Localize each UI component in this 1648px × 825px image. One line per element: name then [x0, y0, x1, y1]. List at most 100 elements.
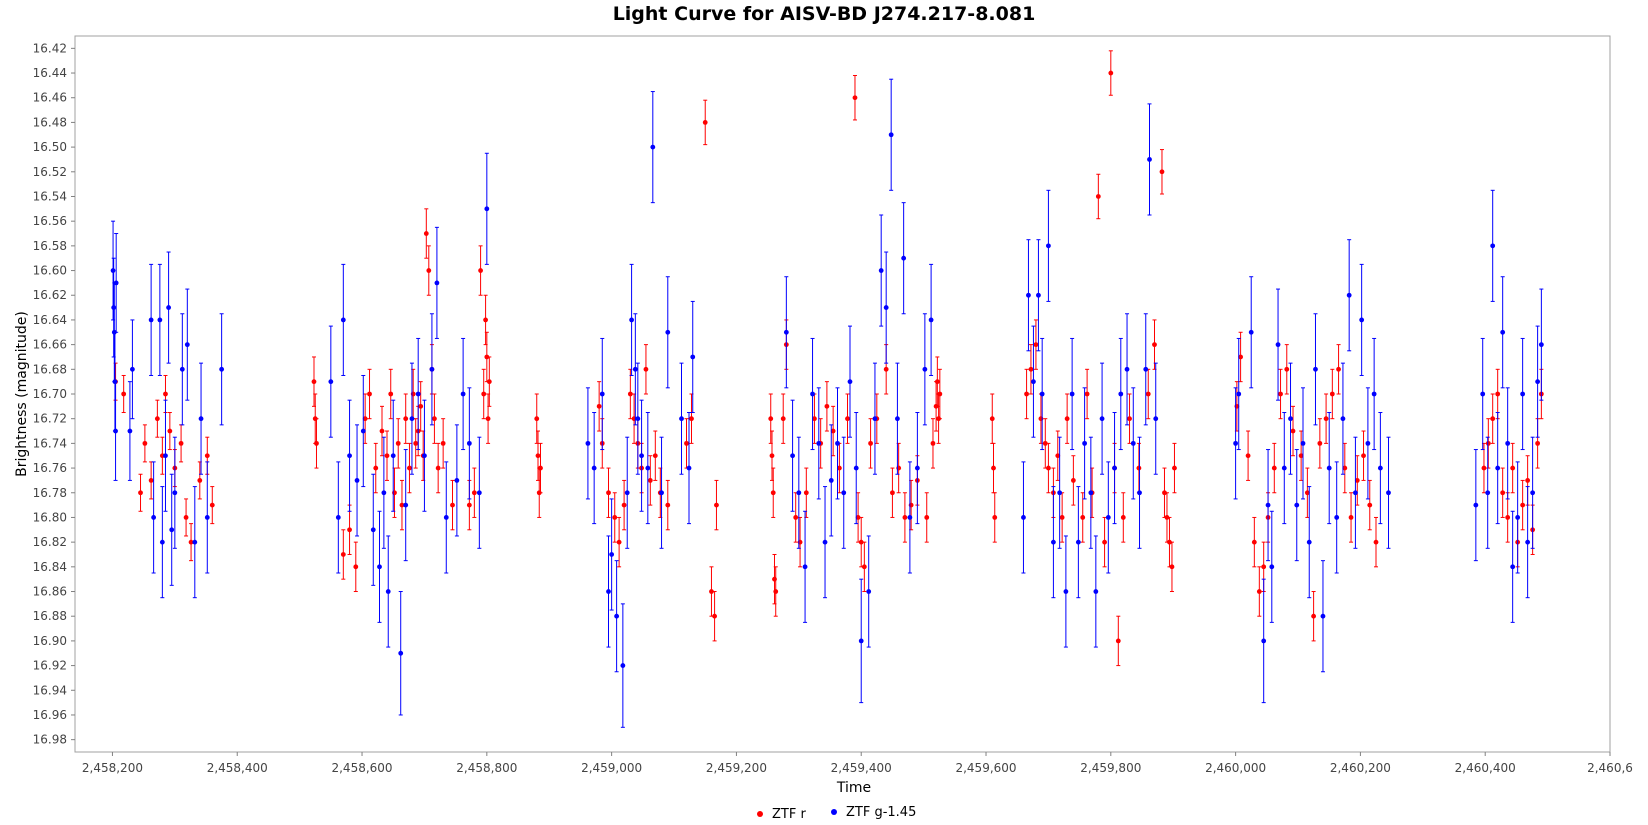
data-point	[183, 515, 189, 520]
data-point	[609, 552, 615, 557]
y-tick-label: 16.78	[33, 486, 67, 500]
data-point	[1153, 416, 1159, 422]
data-point	[1130, 440, 1136, 446]
data-point	[835, 440, 840, 446]
data-point	[1147, 157, 1152, 162]
y-tick-label: 16.42	[33, 41, 67, 55]
data-point	[1236, 391, 1242, 397]
x-tick-label: 2,460,000	[1205, 761, 1266, 775]
data-point	[690, 354, 696, 360]
data-point	[1059, 515, 1065, 520]
data-point	[476, 490, 482, 496]
data-point	[1367, 502, 1373, 508]
data-point	[1046, 243, 1051, 249]
data-point	[803, 490, 809, 496]
data-point	[902, 515, 908, 520]
legend: ZTF r ZTF g-1.45	[757, 805, 916, 822]
data-point	[1490, 243, 1496, 249]
x-tick-label: 2,458,600	[331, 761, 392, 775]
data-point	[585, 440, 591, 446]
data-point	[828, 478, 834, 483]
data-point	[901, 255, 907, 261]
data-point	[1099, 416, 1105, 422]
data-point	[907, 515, 913, 520]
data-point	[1313, 366, 1318, 372]
data-point	[163, 453, 168, 459]
y-axis-label: Brightness (magnitude)	[14, 311, 30, 477]
y-tick-label: 16.58	[33, 239, 67, 253]
x-tick-label: 2,459,200	[706, 761, 767, 775]
data-point	[184, 342, 190, 348]
data-point	[989, 416, 995, 422]
data-point	[883, 305, 889, 310]
data-point	[1505, 440, 1511, 446]
data-point	[1329, 391, 1335, 397]
data-point	[845, 416, 850, 422]
y-tick-label: 16.82	[33, 535, 67, 549]
data-point	[360, 428, 366, 434]
data-point	[1535, 440, 1541, 446]
data-point	[1510, 564, 1516, 570]
data-point	[621, 502, 627, 508]
data-point	[1238, 354, 1244, 360]
data-point	[219, 366, 225, 372]
y-tick-label: 16.86	[33, 585, 67, 599]
data-point	[709, 589, 714, 594]
data-point	[841, 490, 847, 496]
data-point	[429, 366, 435, 372]
y-tick-label: 16.54	[33, 189, 67, 203]
data-point	[450, 502, 455, 508]
data-point	[1334, 515, 1340, 520]
data-point	[1281, 465, 1287, 471]
data-point	[1115, 638, 1121, 644]
data-point	[381, 490, 387, 496]
data-point	[370, 527, 376, 533]
data-point	[159, 539, 165, 545]
data-point	[1538, 342, 1544, 348]
data-point	[426, 268, 432, 273]
data-point	[1306, 539, 1312, 545]
data-point	[1530, 490, 1536, 496]
data-point	[121, 391, 127, 397]
data-point	[868, 440, 873, 446]
data-point	[399, 502, 405, 508]
data-point	[769, 453, 775, 459]
legend-label-ztf-g: ZTF g-1.45	[846, 805, 916, 820]
data-point	[606, 589, 611, 594]
data-point	[384, 453, 390, 459]
series-ztf-r	[113, 50, 1544, 667]
data-point	[432, 416, 437, 422]
data-point	[684, 440, 689, 446]
legend-label-ztf-r: ZTF r	[772, 807, 806, 822]
data-point	[192, 539, 198, 545]
data-point	[1473, 502, 1479, 508]
data-point	[1525, 539, 1531, 545]
data-point	[635, 416, 641, 422]
data-point	[311, 379, 317, 385]
data-point	[1342, 465, 1348, 471]
x-tick-label: 2,459,000	[581, 761, 642, 775]
data-point	[1278, 391, 1283, 397]
data-point	[166, 305, 171, 310]
data-point	[204, 453, 210, 459]
data-point	[423, 231, 429, 236]
data-point	[1063, 589, 1069, 594]
data-point	[340, 552, 346, 557]
data-point	[335, 515, 341, 520]
data-point	[1162, 490, 1167, 496]
data-point	[413, 440, 419, 446]
data-point	[596, 403, 602, 409]
data-point	[422, 453, 427, 459]
data-point	[340, 317, 346, 323]
data-point	[362, 416, 368, 422]
data-point	[110, 268, 116, 273]
data-point	[1361, 453, 1366, 459]
data-point	[403, 416, 409, 422]
data-point	[1051, 539, 1056, 545]
data-point	[1340, 416, 1346, 422]
data-point	[151, 515, 157, 520]
data-point	[1069, 391, 1075, 397]
data-point	[922, 366, 928, 372]
data-point	[1137, 490, 1142, 496]
x-tick-label: 2,459,600	[955, 761, 1016, 775]
